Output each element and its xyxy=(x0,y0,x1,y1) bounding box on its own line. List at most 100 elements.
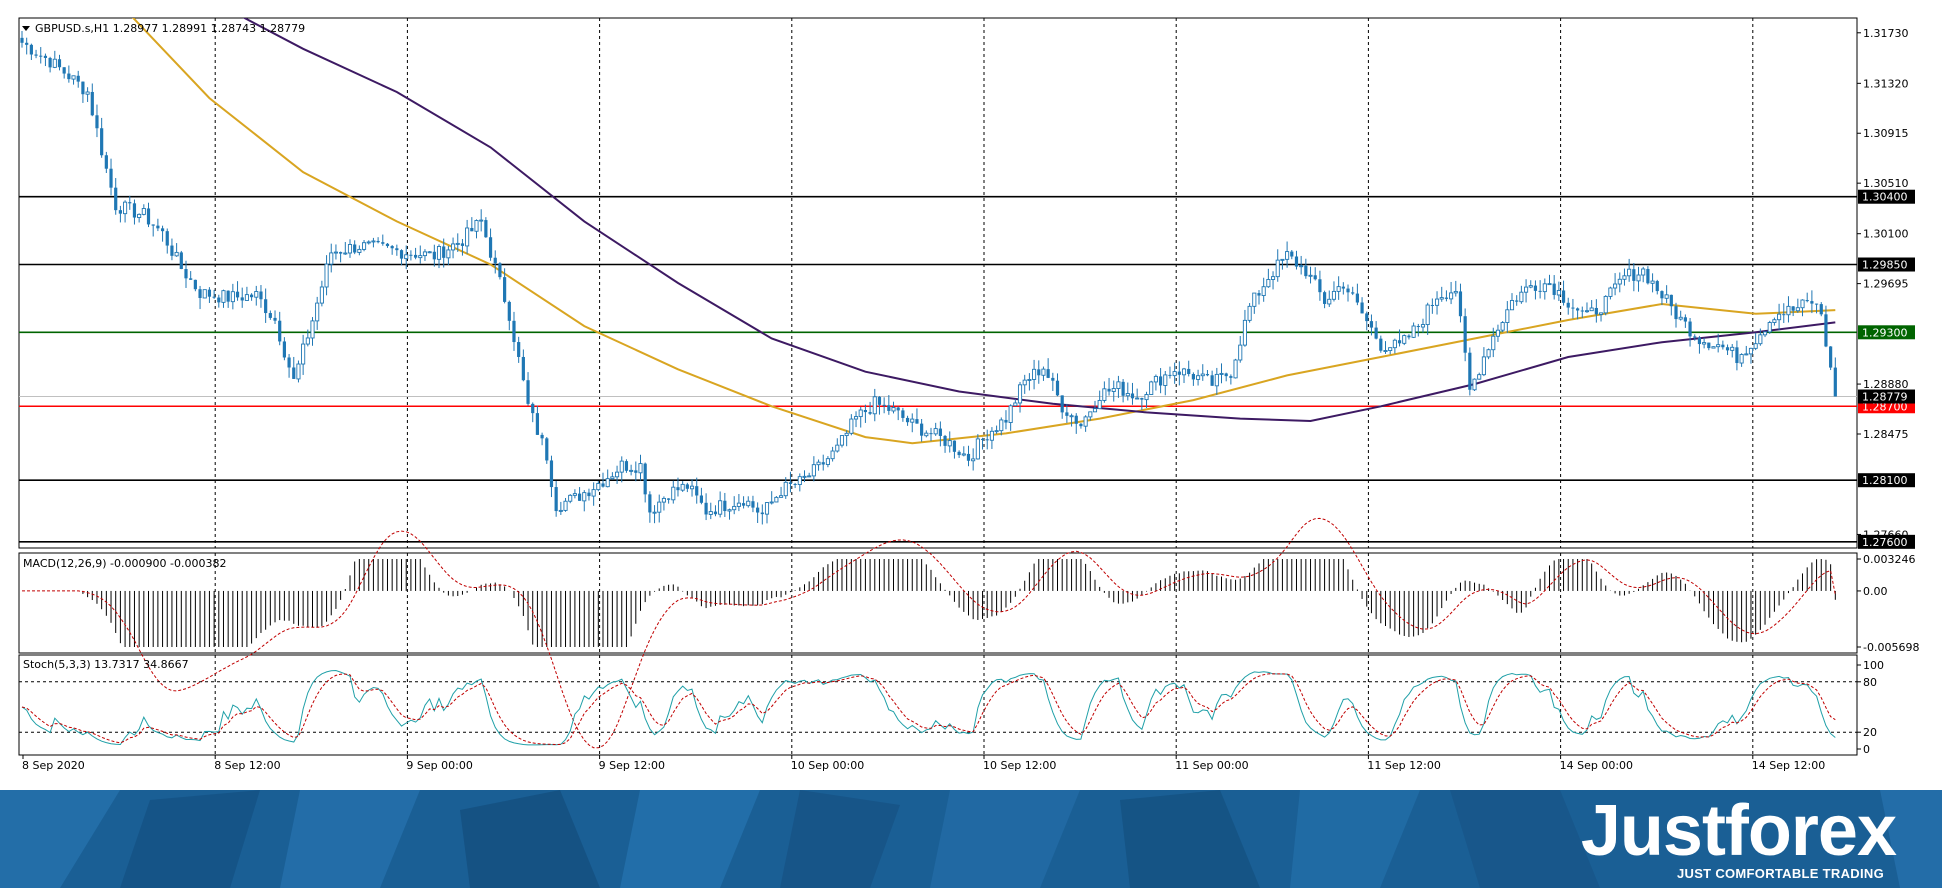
candle-body xyxy=(371,240,376,243)
candle-body xyxy=(1388,347,1393,351)
candle-body xyxy=(292,367,296,379)
candle-body xyxy=(1603,295,1608,314)
candle-body xyxy=(1392,339,1397,349)
stochastic-label: Stoch(5,3,3) 13.7317 34.8667 xyxy=(23,658,189,671)
candle-body xyxy=(1233,359,1238,379)
candle-body xyxy=(353,244,357,253)
candle-body xyxy=(1219,372,1224,375)
level-label-box xyxy=(1858,189,1915,204)
candle-body xyxy=(1767,322,1772,333)
candle-body xyxy=(1613,283,1618,289)
candle-body xyxy=(151,224,155,226)
footer-banner xyxy=(0,790,1942,888)
candle-body xyxy=(769,501,774,504)
candle-body xyxy=(764,502,770,515)
candle-body xyxy=(695,486,699,496)
candle-body xyxy=(1322,292,1327,304)
candle-body xyxy=(877,396,882,405)
candle-body xyxy=(404,254,409,260)
candle-body xyxy=(160,228,165,232)
candle-body xyxy=(1833,367,1837,397)
candle-body xyxy=(1425,304,1430,326)
price-tick-label: 1.31730 xyxy=(1863,27,1909,40)
candle-body xyxy=(488,237,493,258)
candle-body xyxy=(1580,310,1584,312)
candle-body xyxy=(1331,290,1337,300)
candle-body xyxy=(1214,373,1219,387)
candle-body xyxy=(1791,306,1795,311)
candle-body xyxy=(727,509,732,512)
candle-body xyxy=(432,251,436,260)
candle-body xyxy=(577,493,582,501)
candle-body xyxy=(882,404,886,406)
candle-body xyxy=(975,438,980,460)
candle-body xyxy=(507,301,511,321)
candle-body xyxy=(1004,419,1008,423)
candle-body xyxy=(629,469,634,472)
candle-body xyxy=(1032,368,1037,380)
moving-averages xyxy=(131,18,1836,445)
stoch-tick-label: 80 xyxy=(1863,676,1877,689)
candle-body xyxy=(198,289,202,298)
candle-body xyxy=(680,483,685,491)
candle-body xyxy=(1379,338,1383,351)
candle-body xyxy=(1210,375,1214,386)
candle-body xyxy=(395,248,399,251)
candle-body xyxy=(605,478,610,488)
candle-body xyxy=(572,493,577,496)
candle-body xyxy=(1097,399,1102,410)
candle-body xyxy=(71,75,76,80)
candle-body xyxy=(915,419,919,424)
candle-body xyxy=(1177,371,1181,375)
candle-body xyxy=(1153,375,1158,383)
candle-body xyxy=(104,155,108,169)
candle-body xyxy=(774,496,779,503)
stochastic-panel xyxy=(18,654,1858,756)
candle-body xyxy=(1449,292,1454,300)
level-label: 1.29300 xyxy=(1862,326,1908,339)
macd-signal-line xyxy=(22,517,1836,749)
candle-body xyxy=(587,492,591,497)
candle-body xyxy=(558,509,563,512)
candle-body xyxy=(1772,319,1777,323)
candle-body xyxy=(1313,275,1317,280)
level-label: 1.28100 xyxy=(1862,474,1908,487)
candle-body xyxy=(1444,297,1449,299)
candle-body xyxy=(1083,416,1088,427)
time-tick-label: 11 Sep 00:00 xyxy=(1175,759,1248,772)
candle-body xyxy=(999,419,1004,432)
level-label-box xyxy=(1858,473,1915,488)
level-label-box xyxy=(1858,257,1915,272)
ma-line xyxy=(131,18,1836,445)
candle-body xyxy=(1434,298,1440,306)
candle-body xyxy=(1598,312,1604,315)
candle-body xyxy=(929,433,933,435)
price-chart[interactable]: 1.31730 1.31320 1.30915 1.30510 1.30100 1.296… xyxy=(0,0,1942,790)
candle-body xyxy=(278,320,282,342)
stochastic-lines: 100 80 20 0 xyxy=(19,659,1884,756)
candle-body xyxy=(1402,335,1407,344)
candle-body xyxy=(1636,274,1641,282)
candle-body xyxy=(966,453,971,461)
candle-body xyxy=(699,495,704,503)
candle-body xyxy=(57,59,62,68)
macd-panel xyxy=(18,552,1858,654)
candle-body xyxy=(1491,335,1496,351)
candle-body xyxy=(1524,286,1529,293)
candle-body xyxy=(442,246,446,258)
candle-body xyxy=(830,450,835,460)
candle-body xyxy=(315,302,320,322)
candle-body xyxy=(825,458,830,465)
candle-body xyxy=(1552,283,1556,295)
candle-body xyxy=(479,219,484,222)
candle-body xyxy=(751,501,755,508)
candle-body xyxy=(254,291,259,298)
symbol-dropdown-icon[interactable] xyxy=(22,26,30,31)
candle-body xyxy=(390,246,394,249)
candle-body xyxy=(95,115,99,129)
candle-body xyxy=(1505,309,1510,323)
candle-body xyxy=(1116,381,1121,389)
candle-body xyxy=(451,243,456,251)
candle-body xyxy=(1617,278,1622,285)
candle-body xyxy=(985,439,989,441)
